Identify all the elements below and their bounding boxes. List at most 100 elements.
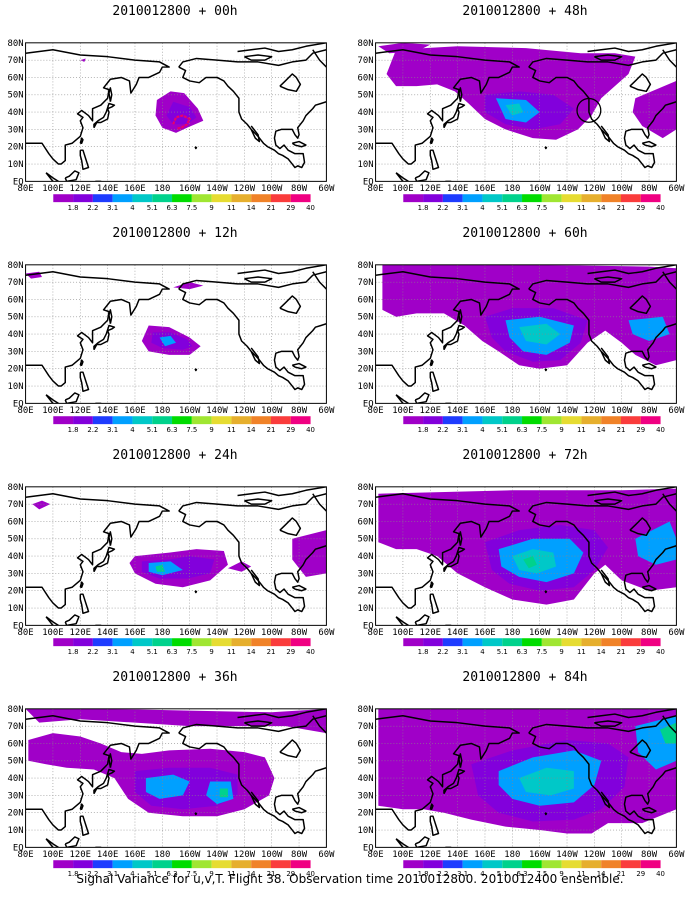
colorbar-label: 7.5: [536, 204, 547, 212]
latitude-label: 80N: [358, 261, 374, 271]
latitude-label: 40N: [358, 552, 374, 562]
longitude-label: 160W: [529, 628, 551, 638]
colorbar-label: 9: [209, 648, 213, 656]
longitude-label: 160W: [179, 850, 201, 860]
colorbar-swatch: [482, 194, 503, 203]
longitude-label: 120W: [584, 184, 606, 194]
colorbar-swatch: [191, 860, 212, 869]
colorbar-label: 9: [559, 204, 563, 212]
latitude-label: 80N: [8, 483, 24, 493]
longitude-label: 160W: [529, 184, 551, 194]
colorbar-swatch: [620, 638, 641, 647]
longitude-label: 160E: [474, 406, 495, 416]
colorbar-label: 29: [636, 648, 645, 656]
latitude-label: 80N: [8, 261, 24, 271]
latitude-label: 20N: [358, 809, 374, 819]
latitude-label: 50N: [8, 313, 24, 323]
longitude-label: 160W: [529, 850, 551, 860]
colorbar-label: 1.8: [418, 648, 429, 656]
colorbar-label: 4: [130, 426, 134, 434]
colorbar-label: 7.5: [186, 648, 197, 656]
panel-title: 2010012800 + 84h: [462, 670, 588, 685]
colorbar-label: 40: [306, 426, 315, 434]
colorbar-label: 29: [286, 204, 295, 212]
latitude-label: 80N: [8, 39, 24, 49]
variance-contour-fill: [25, 708, 327, 734]
colorbar-swatch: [112, 638, 133, 647]
colorbar-label: 6.3: [517, 426, 528, 434]
longitude-label: 100W: [261, 184, 283, 194]
colorbar-label: 7.5: [186, 204, 197, 212]
latitude-label: 50N: [358, 91, 374, 101]
colorbar-label: 6.3: [517, 204, 528, 212]
colorbar-swatch: [191, 416, 212, 425]
colorbar-label: 3.1: [457, 870, 468, 878]
colorbar-swatch: [231, 416, 252, 425]
colorbar-label: 11: [227, 870, 236, 878]
longitude-label: 100E: [42, 406, 63, 416]
colorbar-label: 1.8: [418, 870, 429, 878]
latitude-label: 10N: [358, 160, 374, 170]
colorbar-swatch: [502, 194, 523, 203]
longitude-label: 80W: [291, 406, 308, 416]
longitude-label: 120W: [584, 406, 606, 416]
longitude-label: 100E: [392, 850, 413, 860]
colorbar-label: 21: [267, 648, 276, 656]
coastlines: [375, 264, 677, 404]
colorbar-label: 4: [130, 648, 134, 656]
colorbar-label: 3.1: [107, 870, 118, 878]
colorbar-label: 2.2: [437, 204, 448, 212]
longitude-label: 180: [504, 628, 520, 638]
latitude-label: 40N: [358, 774, 374, 784]
longitude-label: 100W: [611, 184, 633, 194]
longitude-label: 120W: [234, 406, 256, 416]
latitude-label: 60N: [358, 73, 374, 83]
colorbar-swatch: [561, 416, 582, 425]
colorbar-label: 2.2: [437, 870, 448, 878]
longitude-label: 140W: [556, 184, 578, 194]
latitude-label: 30N: [8, 569, 24, 579]
colorbar-swatch: [290, 194, 311, 203]
longitude-label: 80W: [641, 850, 658, 860]
colorbar-swatch: [502, 860, 523, 869]
longitude-label: 160E: [124, 406, 145, 416]
latitude-label: 70N: [358, 722, 374, 732]
longitude-label: 80W: [641, 184, 658, 194]
colorbar-label: 40: [306, 648, 315, 656]
target-region-circle: [576, 97, 602, 123]
colorbar-swatch: [92, 416, 113, 425]
longitude-label: 120E: [420, 184, 441, 194]
longitude-label: 80E: [368, 850, 384, 860]
latitude-label: 60N: [358, 517, 374, 527]
latitude-label: 10N: [358, 826, 374, 836]
colorbar-label: 9: [209, 870, 213, 878]
latitude-label: 50N: [8, 535, 24, 545]
colorbar-label: 11: [577, 426, 586, 434]
map-panel: 2010012800 + 48h 80N 70N 60N 50N 40N 30N 20N 10N…: [350, 0, 700, 222]
longitude-label: 100W: [611, 406, 633, 416]
colorbar-swatch: [251, 194, 271, 203]
longitude-label: 120E: [70, 406, 91, 416]
colorbar-label: 4: [480, 870, 484, 878]
colorbar-swatch: [132, 194, 153, 203]
colorbar-label: 4: [480, 648, 484, 656]
longitude-label: 140E: [97, 628, 118, 638]
longitude-label: 80E: [18, 184, 34, 194]
latitude-label: 60N: [358, 739, 374, 749]
longitude-label: 80W: [641, 406, 658, 416]
variance-contour-fill: [155, 564, 166, 572]
colorbar-label: 6.3: [167, 204, 178, 212]
colorbar-swatch: [482, 638, 503, 647]
colorbar-swatch: [112, 860, 133, 869]
longitude-label: 100E: [42, 628, 63, 638]
colorbar-swatch: [270, 416, 291, 425]
latitude-label: 80N: [358, 39, 374, 49]
colorbar-swatch: [541, 194, 562, 203]
latitude-label: EQ: [13, 177, 24, 187]
panel-title: 2010012800 + 36h: [112, 670, 238, 685]
colorbar-label: 5.1: [497, 426, 508, 434]
colorbar-label: 40: [306, 870, 315, 878]
latitude-label: EQ: [363, 399, 374, 409]
colorbar-swatch: [581, 194, 602, 203]
